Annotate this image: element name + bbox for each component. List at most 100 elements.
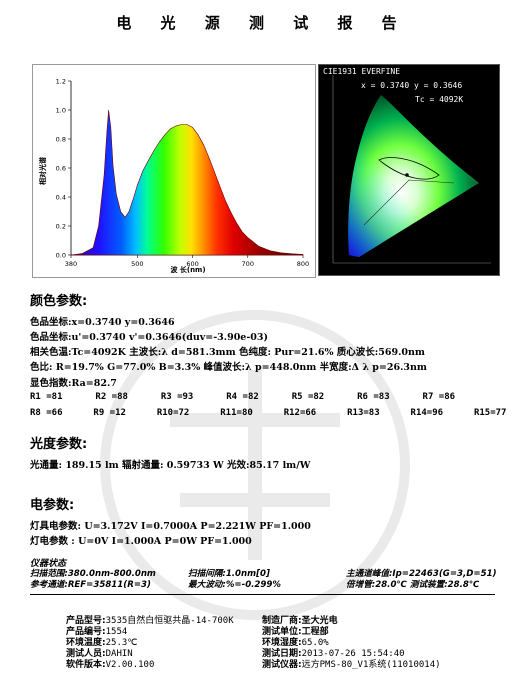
chromaticity-point — [405, 173, 409, 177]
color-ratio-line: 色比: R=19.7% G=77.0% B=3.3% 峰值波长:λ p=448.… — [30, 362, 427, 373]
ri-value: R12=66 — [283, 408, 317, 418]
test-instrument-label: 测试仪器: — [262, 660, 302, 670]
ref-channel-label: 参考通道: — [30, 580, 68, 590]
y-tick-label: 1.0 — [56, 107, 66, 115]
manufacturer-value: 圣大光电 — [301, 616, 338, 626]
x-tick-label: 700 — [242, 260, 254, 268]
multiplier-value: 28.0℃ — [375, 580, 407, 590]
x-tick-label: 380 — [65, 260, 77, 268]
max-fluctuation-label: 最大波动: — [188, 580, 226, 590]
y-tick-label: 0.4 — [56, 194, 66, 202]
main-channel-label: 主通道峰值: — [346, 569, 393, 579]
test-device-value: 28.8℃ — [447, 580, 480, 590]
ri-value: R13=83 — [347, 408, 380, 418]
planckian-locus — [378, 157, 440, 180]
product-model: 产品型号:3535自然白恒驱共晶-14-700K — [66, 613, 234, 626]
product-number: 产品编号:1554 — [66, 624, 127, 637]
scan-range-label: 扫描范围: — [30, 569, 68, 579]
footer-divider — [30, 594, 495, 595]
spectrum-svg: 0.0 0.2 0.4 0.6 0.8 1.0 1.2 380 500 600 700 800 相对光… — [38, 78, 309, 275]
cie-lines — [363, 179, 455, 226]
software-version-label: 软件版本: — [66, 660, 106, 670]
cie-tc: Tc = 4092K — [415, 95, 464, 104]
ambient-temp-value: 25.3℃ — [105, 638, 138, 648]
tester-value: DAHIN — [105, 649, 133, 659]
cie-header: CIE1931 EVERFINE — [323, 67, 401, 76]
x-tick-label: 800 — [297, 260, 309, 268]
scan-interval: 扫描间隔:1.0nm[0] — [188, 567, 270, 579]
lamp-electric-line: 灯电参数 : U=0V I=1.000A P=0W PF=1.000 — [30, 536, 252, 547]
spectrum-chart: 0.0 0.2 0.4 0.6 0.8 1.0 1.2 380 500 600 700 800 相对光… — [32, 64, 316, 278]
cie-horseshoe-tint — [348, 95, 479, 257]
x-tick-label: 500 — [131, 260, 143, 268]
instrument-heading: 仪器状态 — [30, 559, 67, 569]
fixture-electric-line: 灯具电参数: U=3.172V I=0.7000A P=2.221W PF=1.… — [30, 521, 311, 532]
test-date-label: 测试日期: — [262, 649, 302, 659]
product-number-label: 产品编号: — [66, 627, 106, 637]
test-date: 测试日期:2013-07-26 15:54:40 — [262, 646, 405, 659]
ambient-temp: 环境温度:25.3℃ — [66, 635, 137, 648]
y-tick-label: 0.6 — [56, 165, 66, 173]
temps: 倍增管:28.0℃ 测试装置:28.8℃ — [346, 578, 479, 590]
ri-value: R15=77 — [473, 408, 507, 418]
cie-xy: x = 0.3740 y = 0.3646 — [361, 81, 463, 90]
main-channel-value: Ip=22463(G=3,D=51) — [392, 569, 497, 579]
ambient-humidity: 环境湿度:65.0% — [262, 635, 329, 648]
ri-value: R7 =86 — [422, 392, 456, 402]
ambient-humidity-value: 65.0% — [301, 638, 329, 648]
flux-line: 光通量: 189.15 lm 辐射通量: 0.59733 W 光效:85.17 … — [30, 460, 311, 471]
ri-value: R1 =81 — [30, 392, 63, 402]
cct-line: 相关色温:Tc=4092K 主波长:λ d=581.3mm 色纯度: Pur=2… — [30, 347, 425, 358]
tester-label: 测试人员: — [66, 649, 106, 659]
report-title: 电 光 源 测 试 报 告 — [116, 14, 409, 32]
y-tick-label: 0.0 — [56, 252, 66, 260]
spectrum-x-label: 波 长(nm) — [170, 265, 205, 274]
max-fluctuation: 最大波动:%=-0.299% — [188, 578, 281, 590]
ref-channel: 参考通道:REF=35811(R=3) — [30, 578, 151, 590]
ri-row-1: R1 =81 R2 =88 R3 =93 R4 =82 R5 =82 R6 =8… — [30, 392, 483, 402]
ambient-humidity-label: 环境湿度: — [262, 638, 302, 648]
test-instrument-value: 远方PMS-80_V1系统(11010014) — [301, 660, 441, 670]
product-model-value: 3535自然白恒驱共晶-14-700K — [105, 616, 234, 626]
x-tick-label: 600 — [186, 260, 198, 268]
y-tick-label: 1.2 — [56, 78, 66, 86]
scan-interval-label: 扫描间隔: — [188, 569, 226, 579]
ri-value: R3 =93 — [160, 392, 194, 402]
electric-heading: 电参数: — [30, 498, 75, 513]
product-model-label: 产品型号: — [66, 616, 106, 626]
product-number-value: 1554 — [105, 627, 128, 637]
spectrum-area — [70, 109, 304, 256]
photometric-heading: 光度参数: — [30, 437, 88, 452]
manufacturer: 制造厂商:圣大光电 — [262, 613, 338, 626]
test-date-value: 2013-07-26 15:54:40 — [301, 649, 405, 659]
y-tick-label: 0.2 — [56, 223, 66, 231]
cie-svg — [332, 75, 491, 264]
chromaticity-xy: 色品坐标:x=0.3740 y=0.3646 — [30, 317, 175, 328]
ri-value: R4 =82 — [226, 392, 259, 402]
tester: 测试人员:DAHIN — [66, 646, 133, 659]
ref-channel-value: REF=35811(R=3) — [67, 580, 151, 590]
ri-value: R5 =82 — [291, 392, 325, 402]
color-heading: 颜色参数: — [30, 294, 88, 309]
ri-value: R8 =66 — [30, 408, 63, 418]
software-version-value: V2.00.100 — [105, 660, 155, 670]
ambient-temp-label: 环境温度: — [66, 638, 106, 648]
test-instrument: 测试仪器:远方PMS-80_V1系统(11010014) — [262, 657, 441, 670]
ri-value: R2 =88 — [95, 392, 128, 402]
scan-range-value: 380.0nm-800.0nm — [67, 569, 156, 579]
ri-value: R11=80 — [220, 408, 253, 418]
test-device-label: 测试装置: — [409, 580, 448, 590]
max-fluctuation-value: %=-0.299% — [225, 580, 281, 590]
main-channel: 主通道峰值:Ip=22463(G=3,D=51) — [346, 567, 497, 579]
spectrum-y-label: 相对光谱 — [38, 157, 47, 185]
manufacturer-label: 制造厂商: — [262, 616, 302, 626]
software-version: 软件版本:V2.00.100 — [66, 657, 154, 670]
y-tick-label: 0.8 — [56, 136, 66, 144]
scan-range: 扫描范围:380.0nm-800.0nm — [30, 567, 156, 579]
scan-interval-value: 1.0nm[0] — [225, 569, 270, 579]
ri-row-2: R8 =66 R9 =12 R10=72 R11=80 R12=66 R13=8… — [30, 408, 524, 418]
test-unit-label: 测试单位: — [262, 627, 302, 637]
ri-value: R14=96 — [410, 408, 444, 418]
ri-value: R10=72 — [156, 408, 190, 418]
ri-value: R9 =12 — [93, 408, 126, 418]
